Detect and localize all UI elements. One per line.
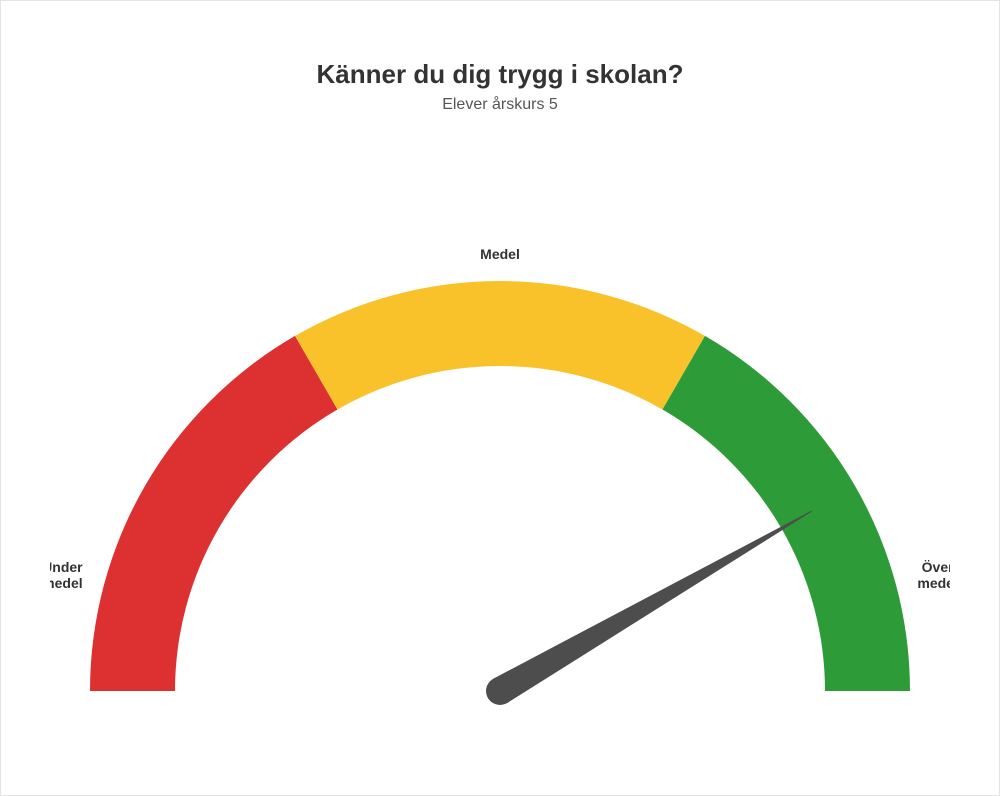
gauge-segment-0	[90, 336, 338, 691]
gauge-svg: Undermedel Medel Övermedel	[50, 151, 950, 751]
chart-frame: Känner du dig trygg i skolan? Elever års…	[0, 0, 1000, 796]
chart-title: Känner du dig trygg i skolan?	[1, 59, 999, 90]
gauge-segment-label-0: Undermedel	[50, 559, 83, 591]
title-block: Känner du dig trygg i skolan? Elever års…	[1, 59, 999, 114]
gauge-needle	[493, 511, 812, 704]
gauge-segment-label-1: Medel	[480, 246, 520, 262]
gauge-needle-hub	[486, 677, 514, 705]
gauge-chart: Undermedel Medel Övermedel	[50, 151, 950, 751]
gauge-segment-label-2: Övermedel	[917, 559, 950, 591]
gauge-segment-1	[295, 281, 705, 410]
chart-subtitle: Elever årskurs 5	[1, 96, 999, 114]
gauge-segment-2	[663, 336, 911, 691]
